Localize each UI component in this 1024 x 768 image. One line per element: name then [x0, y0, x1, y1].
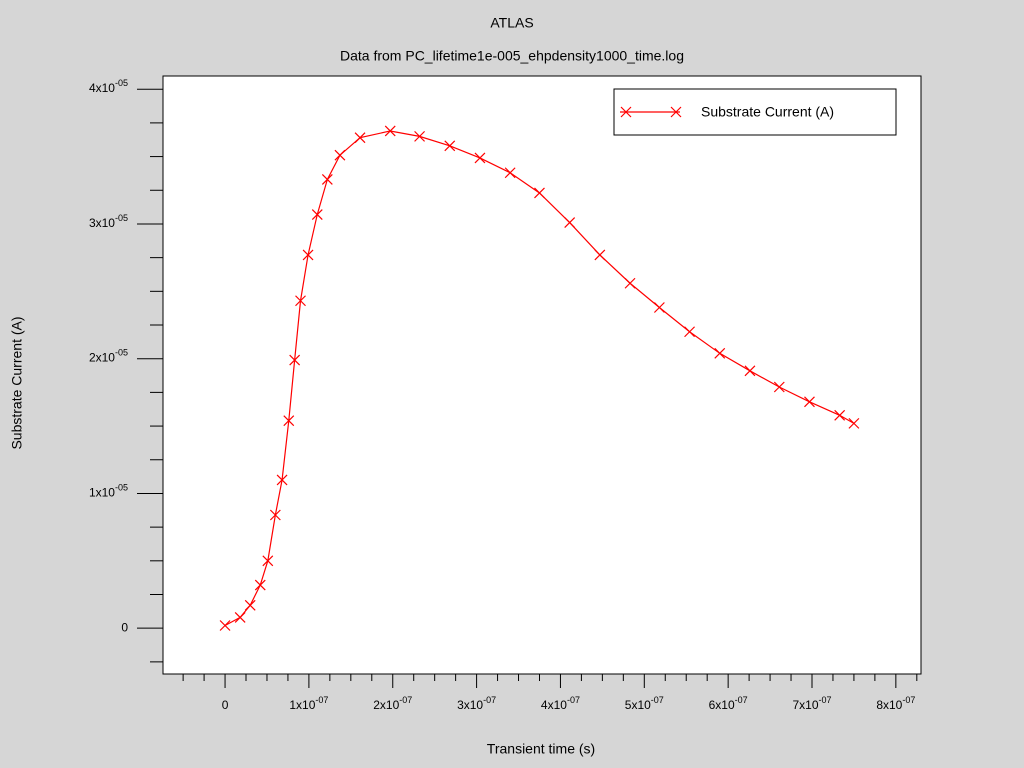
data-point	[714, 347, 726, 359]
data-point	[744, 365, 756, 377]
x-tick-label: 1x10-07	[289, 695, 328, 712]
data-point	[414, 130, 426, 142]
data-point	[384, 125, 396, 137]
data-point	[302, 249, 314, 261]
data-point	[262, 555, 274, 567]
legend-marker	[670, 106, 682, 118]
data-point	[504, 167, 516, 179]
chart-subtitle: Data from PC_lifetime1e-005_ehpdensity10…	[340, 48, 684, 64]
y-tick-label: 0	[121, 620, 128, 634]
data-point	[244, 599, 256, 611]
data-point	[234, 611, 246, 623]
data-point	[311, 209, 323, 220]
data-point	[773, 381, 785, 393]
y-axis-label: Substrate Current (A)	[9, 316, 25, 449]
chart-title: ATLAS	[490, 15, 533, 31]
y-tick-label: 1x10-05	[89, 483, 128, 500]
data-point	[289, 354, 301, 366]
data-point	[254, 579, 266, 591]
data-point	[594, 249, 606, 261]
data-point	[354, 132, 366, 144]
y-tick-label: 2x10-05	[89, 348, 128, 365]
data-point	[269, 509, 281, 521]
data-point	[295, 295, 306, 307]
data-point	[848, 417, 860, 429]
x-tick-label: 4x10-07	[541, 695, 580, 712]
data-point	[283, 415, 295, 427]
data-point	[334, 149, 346, 161]
data-point	[834, 409, 846, 421]
plot-area	[162, 75, 922, 675]
data-point	[804, 396, 815, 408]
x-tick-label: 3x10-07	[457, 695, 496, 712]
data-point	[624, 277, 636, 289]
x-tick-label: 0	[222, 698, 229, 712]
legend-marker	[620, 106, 632, 118]
data-point	[534, 187, 545, 199]
x-tick-label: 2x10-07	[373, 695, 412, 712]
data-point	[684, 326, 695, 338]
y-tick-label: 3x10-05	[89, 213, 128, 230]
legend-label: Substrate Current (A)	[701, 104, 834, 120]
data-point	[276, 474, 288, 486]
x-tick-label: 6x10-07	[709, 695, 748, 712]
x-tick-label: 5x10-07	[625, 695, 664, 712]
x-tick-label: 8x10-07	[876, 695, 915, 712]
data-point	[653, 302, 665, 313]
data-point	[219, 620, 231, 631]
x-axis-label: Transient time (s)	[487, 741, 595, 757]
data-point	[474, 152, 486, 164]
data-point	[564, 217, 576, 229]
series-line	[224, 130, 855, 627]
x-tick-label: 7x10-07	[792, 695, 831, 712]
data-point	[321, 174, 333, 185]
data-point	[444, 140, 456, 152]
y-tick-label: 4x10-05	[89, 79, 128, 96]
